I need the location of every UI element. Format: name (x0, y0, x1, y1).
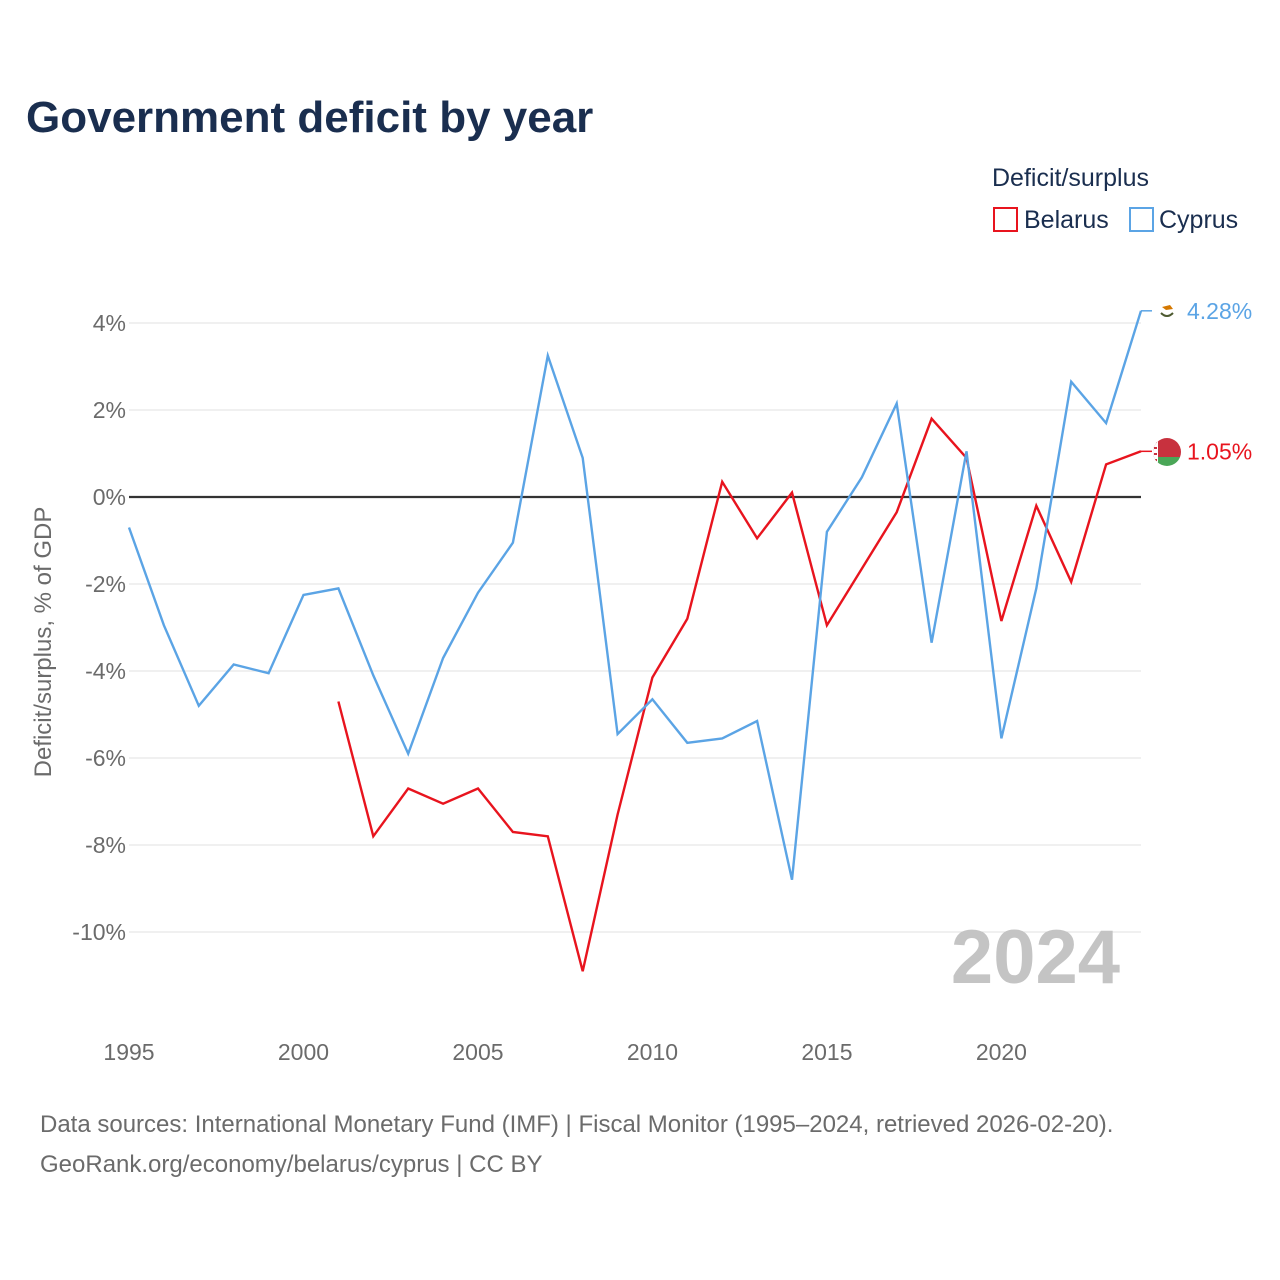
x-axis-ticks: 1995 2000 2005 2010 2015 2020 (103, 1039, 1027, 1065)
series-line-belarus[interactable] (337, 416, 1142, 972)
series-end-labels: 1.05% 4.28% (1141, 298, 1252, 464)
legend-label-belarus: Belarus (1024, 206, 1109, 234)
y-tick-label: -6% (85, 745, 126, 771)
end-value-label-cyprus: 4.28% (1187, 298, 1252, 324)
y-tick-label: 2% (93, 397, 126, 423)
y-tick-label: -4% (85, 658, 126, 684)
y-axis-title: Deficit/surplus, % of GDP (30, 507, 57, 778)
legend-item-cyprus[interactable]: Cyprus (1129, 206, 1238, 234)
x-tick-label: 2000 (278, 1039, 329, 1065)
legend-item-belarus[interactable]: Belarus (993, 206, 1109, 234)
series-line-cyprus[interactable] (127, 310, 1143, 881)
legend-label-cyprus: Cyprus (1159, 206, 1238, 234)
grid (129, 322, 1141, 933)
year-watermark: 2024 (951, 915, 1120, 1000)
cyprus-flag-icon (1157, 301, 1177, 321)
x-tick-label: 2010 (627, 1039, 678, 1065)
x-tick-label: 2015 (801, 1039, 852, 1065)
y-axis-ticks: 4% 2% 0% -2% -4% -6% -8% -10% (72, 310, 126, 945)
legend-swatch-cyprus (1129, 207, 1154, 232)
x-tick-label: 2005 (452, 1039, 503, 1065)
y-tick-label: -2% (85, 571, 126, 597)
series-lines (127, 310, 1143, 972)
data-sources-note: Data sources: International Monetary Fun… (40, 1111, 1113, 1138)
legend-title: Deficit/surplus (992, 164, 1149, 192)
y-tick-label: -8% (85, 832, 126, 858)
y-tick-label: -10% (72, 919, 126, 945)
chart-title: Government deficit by year (26, 93, 593, 142)
x-tick-label: 1995 (103, 1039, 154, 1065)
end-value-label-belarus: 1.05% (1187, 438, 1252, 464)
y-tick-label: 0% (93, 484, 126, 510)
y-tick-label: 4% (93, 310, 126, 336)
legend: Deficit/surplus Belarus Cyprus (992, 164, 1238, 234)
credit-link[interactable]: GeoRank.org/economy/belarus/cyprus | CC … (40, 1151, 542, 1178)
legend-swatch-belarus (993, 207, 1018, 232)
x-tick-label: 2020 (976, 1039, 1027, 1065)
belarus-flag-icon (1153, 438, 1181, 466)
